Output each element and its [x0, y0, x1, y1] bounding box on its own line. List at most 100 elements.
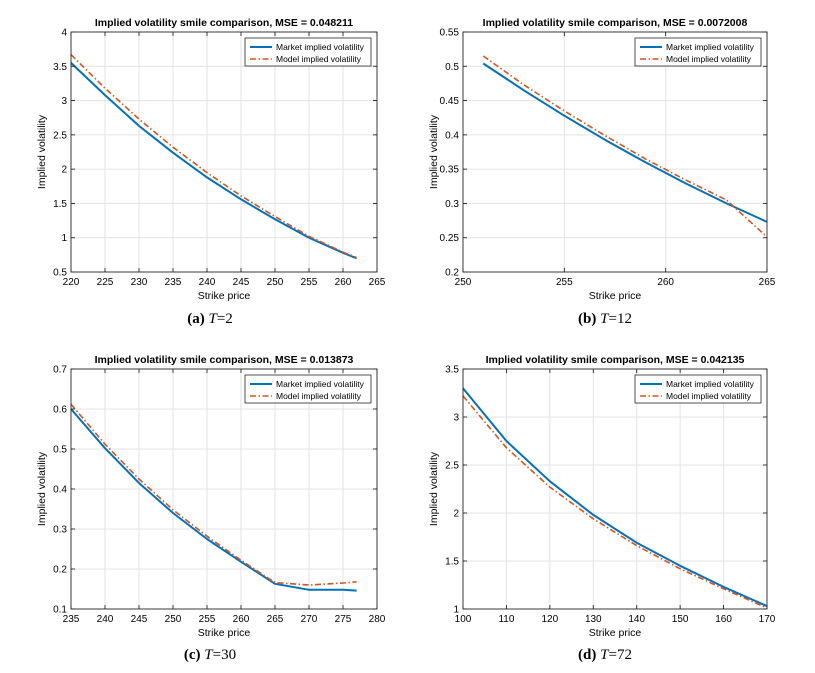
- y-tick-label: 0.5: [445, 62, 459, 73]
- legend-market-label: Market implied volatility: [666, 42, 755, 52]
- legend-box: [634, 37, 762, 67]
- y-tick-label: 2: [61, 165, 67, 176]
- y-tick-label: 3.5: [445, 365, 459, 376]
- y-tick-label: 0.3: [445, 199, 459, 210]
- y-axis-label: Implied volatility: [36, 451, 48, 526]
- y-tick-label: 0.4: [445, 130, 459, 141]
- y-axis-label: Implied volatility: [36, 114, 48, 189]
- x-tick-label: 160: [715, 614, 732, 625]
- model-series-line: [70, 54, 357, 259]
- legend-model-label: Model implied volatility: [666, 391, 752, 401]
- caption-d-val: =72: [608, 647, 632, 663]
- x-tick-label: 150: [672, 614, 689, 625]
- y-tick-label: 0.3: [53, 525, 67, 536]
- x-tick-label: 240: [97, 614, 114, 625]
- y-tick-label: 0.7: [53, 365, 67, 376]
- x-tick-label: 250: [165, 614, 182, 625]
- y-tick-label: 0.25: [440, 233, 460, 244]
- x-tick-label: 140: [628, 614, 645, 625]
- x-tick-label: 235: [165, 277, 182, 288]
- y-tick-label: 0.45: [440, 96, 460, 107]
- legend-model-label: Model implied volatility: [666, 54, 752, 64]
- x-tick-label: 260: [657, 277, 674, 288]
- x-tick-label: 270: [301, 614, 318, 625]
- chart-title: Implied volatility smile comparison, MSE…: [483, 17, 748, 29]
- y-tick-label: 0.4: [53, 485, 67, 496]
- x-tick-label: 255: [199, 614, 216, 625]
- caption-d-var: T: [600, 647, 609, 663]
- y-tick-label: 0.55: [440, 28, 460, 39]
- x-tick-label: 130: [585, 614, 602, 625]
- legend-market-label: Market implied volatility: [666, 379, 755, 389]
- caption-b: (b) T=12: [505, 311, 705, 328]
- plot-area: [463, 369, 767, 609]
- x-tick-label: 235: [63, 614, 80, 625]
- x-tick-label: 110: [498, 614, 514, 625]
- x-tick-label: 100: [455, 614, 472, 625]
- plot-area: [71, 32, 377, 272]
- y-tick-label: 0.2: [445, 268, 459, 279]
- model-series-line: [462, 395, 768, 609]
- x-tick-label: 260: [335, 277, 352, 288]
- chart-title: Implied volatility smile comparison, MSE…: [95, 17, 353, 29]
- x-tick-label: 245: [233, 277, 250, 288]
- axes-box: [462, 31, 768, 273]
- y-tick-label: 3: [453, 413, 459, 424]
- legend-box: [244, 374, 372, 404]
- x-tick-label: 225: [97, 277, 114, 288]
- chart-title: Implied volatility smile comparison, MSE…: [486, 354, 745, 366]
- x-tick-label: 275: [335, 614, 352, 625]
- market-series-line: [462, 387, 768, 608]
- x-tick-label: 265: [369, 277, 386, 288]
- chart-panel-1: 250 255 260 265 0.2 0.25 0.3 0.35 0.4 0.45 0.5 0.55…: [428, 17, 776, 302]
- x-tick-label: 120: [542, 614, 559, 625]
- y-tick-label: 4: [61, 28, 67, 39]
- caption-a: (a) T=2: [110, 311, 310, 328]
- caption-c-val: =30: [212, 647, 237, 663]
- x-tick-label: 250: [267, 277, 284, 288]
- caption-a-var: T: [208, 311, 217, 327]
- caption-b-val: =12: [608, 311, 632, 327]
- chart-panel-0: 220 225 230 235 240 245 250 255 260 265 0.5 1 1.5 2 2.…: [36, 17, 386, 302]
- legend-model-label: Model implied volatility: [276, 391, 362, 401]
- caption-d: (d) T=72: [505, 647, 705, 664]
- x-tick-label: 260: [233, 614, 250, 625]
- y-tick-label: 1.5: [53, 199, 67, 210]
- x-tick-label: 265: [759, 277, 776, 288]
- y-axis-label: Implied volatility: [428, 114, 440, 189]
- x-axis-label: Strike price: [198, 290, 251, 302]
- x-tick-label: 245: [131, 614, 148, 625]
- x-axis-label: Strike price: [589, 627, 642, 639]
- axes-box: [70, 31, 378, 273]
- y-tick-label: 2.5: [53, 130, 67, 141]
- caption-a-val: =2: [216, 311, 233, 327]
- x-axis-label: Strike price: [198, 627, 251, 639]
- axes-box: [462, 368, 768, 610]
- y-tick-label: 1: [61, 233, 67, 244]
- y-tick-label: 3: [61, 96, 67, 107]
- x-tick-label: 255: [556, 277, 573, 288]
- market-series-line: [70, 62, 357, 260]
- y-tick-label: 0.6: [53, 405, 67, 416]
- x-tick-label: 220: [63, 277, 80, 288]
- y-tick-label: 0.1: [53, 605, 67, 616]
- y-axis-label: Implied volatility: [428, 451, 440, 526]
- x-tick-label: 170: [759, 614, 776, 625]
- legend-box: [244, 37, 372, 67]
- chart-panel-2: 235 240 245 250 255 260 265 270 275 280 0.1 0.2 0.3 0…: [36, 354, 386, 639]
- y-tick-label: 0.35: [440, 165, 460, 176]
- y-tick-label: 2.5: [445, 461, 459, 472]
- legend-market-label: Market implied volatility: [276, 42, 365, 52]
- caption-a-label: (a): [187, 311, 205, 327]
- y-tick-label: 0.5: [53, 268, 67, 279]
- plot-area: [463, 32, 767, 272]
- y-tick-label: 2: [453, 509, 459, 520]
- chart-title: Implied volatility smile comparison, MSE…: [95, 354, 354, 366]
- legend-model-label: Model implied volatility: [276, 54, 362, 64]
- caption-c-label: (c): [183, 647, 201, 663]
- x-tick-label: 280: [369, 614, 386, 625]
- y-tick-label: 0.2: [53, 565, 67, 576]
- caption-c-var: T: [204, 647, 213, 663]
- market-series-line: [482, 62, 768, 223]
